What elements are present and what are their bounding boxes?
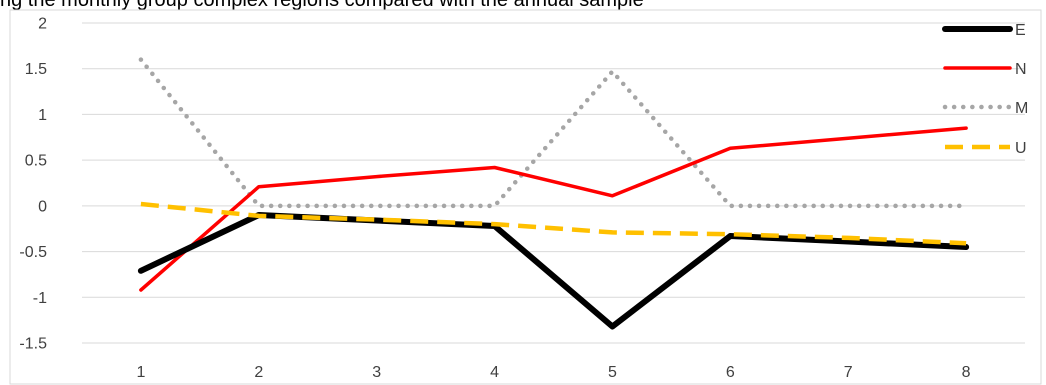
- x-tick-label: 2: [254, 364, 263, 381]
- legend: E N M U: [942, 22, 1028, 157]
- y-tick-label: 1: [38, 107, 47, 124]
- y-tick-label: 0: [38, 198, 47, 215]
- x-tick-label: 7: [844, 364, 853, 381]
- y-tick-label: 2: [38, 16, 47, 33]
- x-tick-label: 8: [962, 364, 971, 381]
- y-axis-ticks: 2 1.5 1 0.5 0 -0.5 -1 -1.5: [19, 16, 47, 353]
- y-tick-label: -1.5: [19, 336, 47, 353]
- chart-title-strip: ng the monthly group complex regions com…: [0, 0, 1046, 20]
- series-group: [137, 57, 970, 330]
- x-tick-label: 6: [726, 364, 735, 381]
- series-line-N: [139, 126, 968, 292]
- legend-label-U: U: [1015, 140, 1027, 157]
- series-line-U: [140, 201, 967, 246]
- chart-border: [9, 9, 1042, 385]
- x-tick-label: 4: [490, 364, 499, 381]
- legend-label-N: N: [1015, 61, 1027, 78]
- y-tick-label: 0.5: [25, 153, 47, 170]
- y-tick-label: -0.5: [19, 244, 47, 261]
- series-line-E: [137, 212, 970, 330]
- y-tick-label: -1: [33, 290, 47, 307]
- chart-title: ng the monthly group complex regions com…: [0, 0, 644, 11]
- x-tick-label: 5: [608, 364, 617, 381]
- x-axis-ticks: 1 2 3 4 5 6 7 8: [136, 364, 970, 381]
- series-line-M: [138, 57, 969, 209]
- legend-label-E: E: [1015, 22, 1026, 39]
- legend-label-M: M: [1015, 100, 1028, 117]
- x-tick-label: 3: [372, 364, 381, 381]
- y-tick-label: 1.5: [25, 61, 47, 78]
- x-tick-label: 1: [136, 364, 145, 381]
